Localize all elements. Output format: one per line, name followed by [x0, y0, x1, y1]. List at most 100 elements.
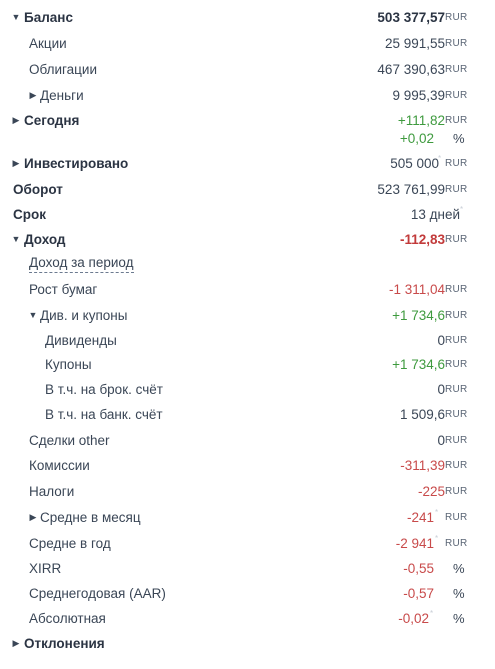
row-avg-year: Средне в год -2 941 * RUR	[0, 531, 495, 556]
percent-label: %	[453, 586, 465, 601]
row-coupons: Купоны +1 734,6 RUR	[0, 352, 495, 377]
row-xirr: XIRR -0,55 %	[0, 556, 495, 581]
turnover-value: 523 761,99	[377, 182, 445, 197]
turnover-label: Оборот	[13, 182, 63, 197]
invested-value: 505 000	[390, 156, 439, 171]
caret-right-icon[interactable]: ▶	[29, 512, 37, 522]
absolute-label: Абсолютная	[29, 611, 106, 626]
avg-year-value: -2 941	[395, 536, 434, 551]
row-deviations[interactable]: ▶ Отклонения	[0, 631, 495, 656]
stocks-label: Акции	[29, 36, 67, 51]
row-today[interactable]: ▶ Сегодня +111,82 RUR	[0, 108, 495, 133]
avg-month-value: -241	[406, 510, 434, 525]
caret-right-icon[interactable]: ▶	[12, 115, 20, 125]
caret-down-icon[interactable]: ▼	[11, 234, 21, 244]
securities-growth-value: -1 311,04	[388, 282, 445, 297]
money-value: 9 995,39	[392, 88, 445, 103]
approx-mark-icon: *	[438, 154, 442, 163]
today-label[interactable]: Сегодня	[24, 113, 80, 128]
row-commissions: Комиссии -311,39 RUR	[0, 453, 495, 478]
commissions-value: -311,39	[400, 458, 445, 473]
bank-account-value: 1 509,6	[399, 407, 445, 422]
balance-value: 503 377,57	[377, 10, 445, 25]
balance-label[interactable]: Баланс	[24, 10, 73, 25]
taxes-value: -225	[417, 484, 445, 499]
currency-label: RUR	[445, 384, 468, 395]
deals-other-value: 0	[437, 433, 445, 448]
currency-label: RUR	[445, 310, 468, 321]
currency-label: RUR	[445, 512, 468, 523]
currency-label: RUR	[445, 38, 468, 49]
caret-right-icon[interactable]: ▶	[12, 638, 20, 648]
securities-growth-label: Рост бумаг	[29, 282, 98, 297]
dividends-value: 0	[437, 333, 445, 348]
xirr-value: -0,55	[403, 561, 434, 576]
row-money[interactable]: ▶ Деньги 9 995,39 RUR	[0, 83, 495, 108]
caret-down-icon[interactable]: ▼	[28, 310, 38, 320]
currency-label: RUR	[445, 486, 468, 497]
currency-label: RUR	[445, 409, 468, 420]
currency-label: RUR	[445, 234, 468, 245]
coupons-label: Купоны	[45, 357, 92, 372]
dividends-label: Дивиденды	[45, 333, 117, 348]
div-coupons-value: +1 734,6	[392, 308, 445, 323]
broker-account-label: В т.ч. на брок. счёт	[45, 382, 163, 397]
div-coupons-label[interactable]: Див. и купоны	[40, 308, 128, 323]
row-dividends: Дивиденды 0 RUR	[0, 328, 495, 353]
deals-other-label: Сделки other	[29, 433, 110, 448]
currency-label: RUR	[445, 284, 468, 295]
row-div-coupons[interactable]: ▼ Див. и купоны +1 734,6 RUR	[0, 303, 495, 328]
avg-year-label: Средне в год	[29, 536, 111, 551]
income-period-link[interactable]: Доход за период	[29, 254, 134, 273]
row-income-period[interactable]: Доход за период	[0, 252, 495, 277]
row-income[interactable]: ▼ Доход -112,83 RUR	[0, 227, 495, 252]
broker-account-value: 0	[437, 382, 445, 397]
income-value: -112,83	[399, 232, 445, 247]
currency-label: RUR	[445, 335, 468, 346]
row-bonds: Облигации 467 390,63 RUR	[0, 57, 495, 82]
currency-label: RUR	[445, 460, 468, 471]
percent-label: %	[453, 611, 465, 626]
money-label[interactable]: Деньги	[40, 88, 84, 103]
percent-label: %	[453, 561, 465, 576]
row-securities-growth: Рост бумаг -1 311,04 RUR	[0, 277, 495, 302]
percent-label: %	[453, 131, 465, 146]
approx-mark-icon: *	[435, 508, 439, 517]
term-value: 13 дней	[410, 207, 460, 222]
deviations-label[interactable]: Отклонения	[24, 636, 105, 651]
currency-label: RUR	[445, 90, 468, 101]
aar-value: -0,57	[403, 586, 434, 601]
caret-right-icon[interactable]: ▶	[29, 90, 37, 100]
row-invested[interactable]: ▶ Инвестировано 505 000 * RUR	[0, 151, 495, 176]
bonds-value: 467 390,63	[377, 62, 445, 77]
bank-account-label: В т.ч. на банк. счёт	[45, 407, 163, 422]
taxes-label: Налоги	[29, 484, 75, 499]
approx-mark-icon: *	[435, 534, 439, 543]
bonds-label: Облигации	[29, 62, 97, 77]
income-label[interactable]: Доход	[24, 232, 66, 247]
row-taxes: Налоги -225 RUR	[0, 479, 495, 504]
row-balance[interactable]: ▼ Баланс 503 377,57 RUR	[0, 5, 495, 30]
approx-mark-icon: *	[430, 609, 434, 618]
currency-label: RUR	[445, 12, 468, 23]
caret-right-icon[interactable]: ▶	[12, 158, 20, 168]
commissions-label: Комиссии	[29, 458, 90, 473]
coupons-value: +1 734,6	[392, 357, 445, 372]
row-avg-month[interactable]: ▶ Средне в месяц -241 * RUR	[0, 505, 495, 530]
row-bank-account: В т.ч. на банк. счёт 1 509,6 RUR	[0, 402, 495, 427]
invested-label[interactable]: Инвестировано	[24, 156, 129, 171]
absolute-value: -0,02	[398, 611, 429, 626]
row-absolute: Абсолютная -0,02 * %	[0, 606, 495, 631]
currency-label: RUR	[445, 184, 468, 195]
row-turnover: Оборот 523 761,99 RUR	[0, 177, 495, 202]
today-value: +111,82	[397, 113, 445, 128]
caret-down-icon[interactable]: ▼	[11, 12, 21, 22]
currency-label: RUR	[445, 158, 468, 169]
currency-label: RUR	[445, 435, 468, 446]
avg-month-label[interactable]: Средне в месяц	[40, 510, 141, 525]
row-today-percent: +0,02 %	[0, 126, 495, 151]
aar-label: Среднегодовая (AAR)	[29, 586, 166, 601]
row-aar: Среднегодовая (AAR) -0,57 %	[0, 581, 495, 606]
row-stocks: Акции 25 991,55 RUR	[0, 31, 495, 56]
